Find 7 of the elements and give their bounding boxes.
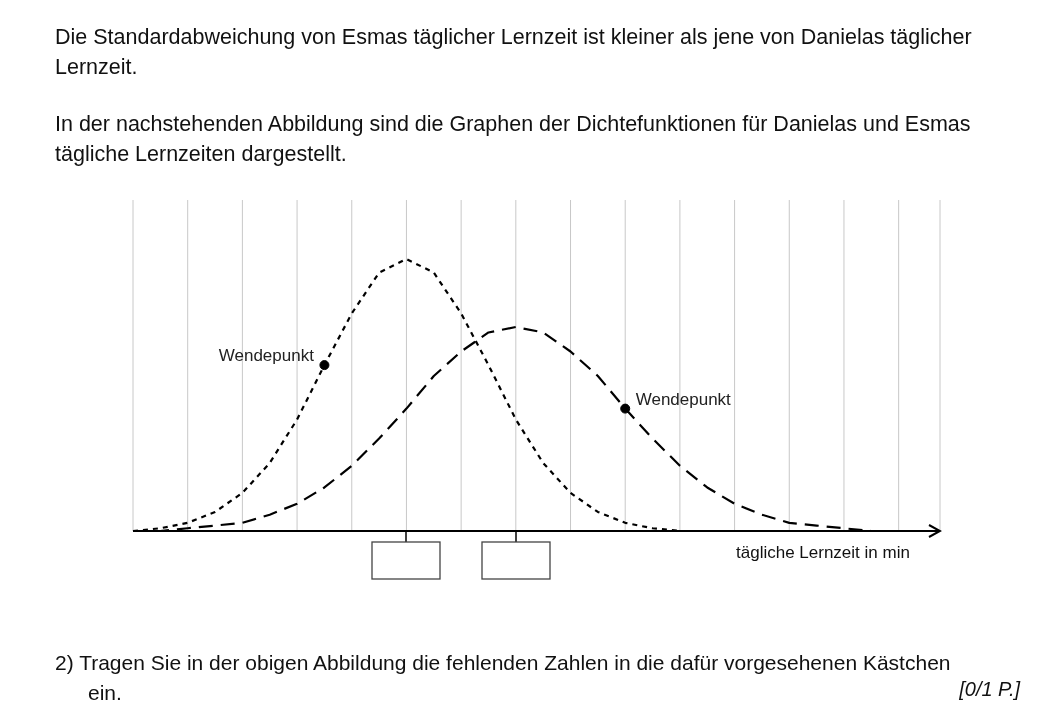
text: [0/1 P.] [959,678,1020,701]
chart-subtitle: In der nachstehenden Abbildung sind die Graphen der Dichtefunktionen für Danielas und Esmas tägliche Lernzeiten dargestellt. [55,111,972,168]
x-axis-title: tägliche Lernzeit in min [736,543,910,563]
annotation: Wendepunkt [635,389,732,409]
annotation: Wendepunkt [218,346,315,366]
chart-title: Die Standardabweichung von Esmas täglicher Lernzeit ist kleiner als jene von Danielas täglicher Lernzeit. [55,24,973,81]
text: 2) Tragen Sie in der obigen Abbildung die fehlenden Zahlen in die dafür vorgesehenen Kästchen ein. [55,651,951,704]
